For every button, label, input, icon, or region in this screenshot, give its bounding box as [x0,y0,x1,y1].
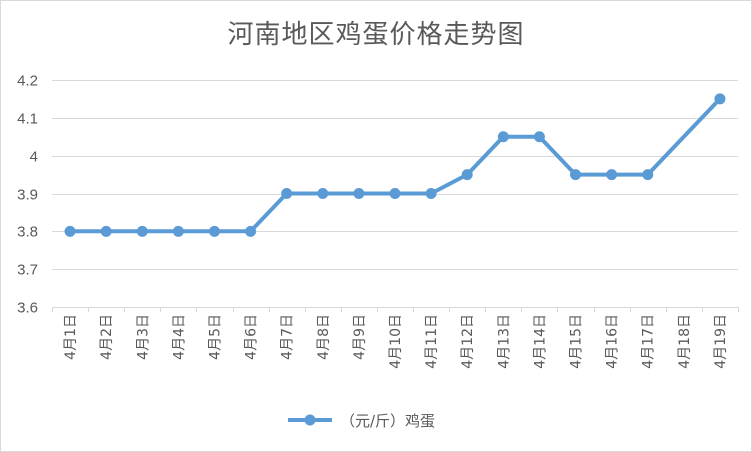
legend: （元/斤）鸡蛋 [288,412,435,430]
x-tick-label: 4月16日 [605,314,621,369]
data-point [425,188,437,199]
data-point [714,93,726,105]
x-tick-label: 4月14日 [532,314,548,369]
data-point [317,188,329,199]
y-axis-ticks: 3.6 3.7 3.8 3.9 4 4.1 4.2 [17,73,38,317]
x-tick-label: 4月12日 [460,314,476,369]
x-tick-label: 4月11日 [424,314,440,369]
x-tick-label: 4月2日 [99,314,115,360]
y-tick-label: 3.8 [17,224,38,241]
x-tick-label: 4月13日 [496,314,512,369]
data-point [497,131,509,143]
gridlines [52,80,739,312]
x-tick-label: 4月6日 [244,314,260,360]
legend-marker [304,414,316,426]
x-tick-label: 4月19日 [713,314,729,369]
x-tick-label: 4月17日 [641,314,657,369]
data-point [208,225,220,237]
x-tick-label: 4月8日 [316,314,332,360]
x-tick-label: 4月10日 [388,314,404,369]
x-tick-label: 4月15日 [569,314,585,369]
data-point [100,225,112,237]
chart-title: 河南地区鸡蛋价格走势图 [227,20,525,50]
x-tick-label: 4月4日 [171,314,187,360]
x-tick-label: 4月18日 [677,314,693,369]
data-point [389,188,401,199]
data-point [353,188,365,199]
data-point [533,131,545,143]
x-tick-label: 4月1日 [63,314,79,360]
y-tick-label: 3.7 [17,262,38,279]
x-axis-ticks: 4月1日 4月2日 4月3日 4月4日 4月5日 4月6日 4月7日 4月8日 4月9日 4月10… [63,314,729,369]
y-tick-label: 4.1 [17,111,38,128]
x-tick-label: 4月3日 [135,314,151,360]
series-layer [64,93,726,237]
data-point [172,225,184,237]
y-tick-label: 4.2 [17,73,38,90]
data-point [461,169,473,181]
y-tick-label: 4 [30,149,38,166]
y-tick-label: 3.6 [17,300,38,317]
data-point [606,169,618,181]
data-point [570,169,582,181]
data-point [245,225,257,237]
data-point [64,225,76,237]
x-tick-label: 4月7日 [280,314,296,360]
data-point [281,188,293,199]
x-tick-label: 4月5日 [207,314,223,360]
x-tick-label: 4月9日 [352,314,368,360]
data-point [136,225,148,237]
data-point [642,169,654,181]
y-tick-label: 3.9 [17,187,38,204]
series-line [68,96,722,234]
legend-label: （元/斤）鸡蛋 [340,412,435,430]
